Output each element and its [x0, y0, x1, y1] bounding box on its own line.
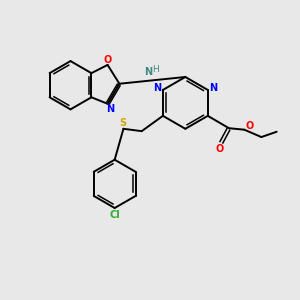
Text: N: N	[144, 67, 152, 77]
Text: O: O	[103, 55, 112, 65]
Text: Cl: Cl	[109, 210, 120, 220]
Text: N: N	[209, 83, 217, 94]
Text: H: H	[152, 65, 159, 74]
Text: S: S	[119, 118, 126, 128]
Text: N: N	[154, 83, 162, 94]
Text: O: O	[245, 121, 254, 131]
Text: N: N	[106, 104, 115, 114]
Text: O: O	[215, 144, 224, 154]
